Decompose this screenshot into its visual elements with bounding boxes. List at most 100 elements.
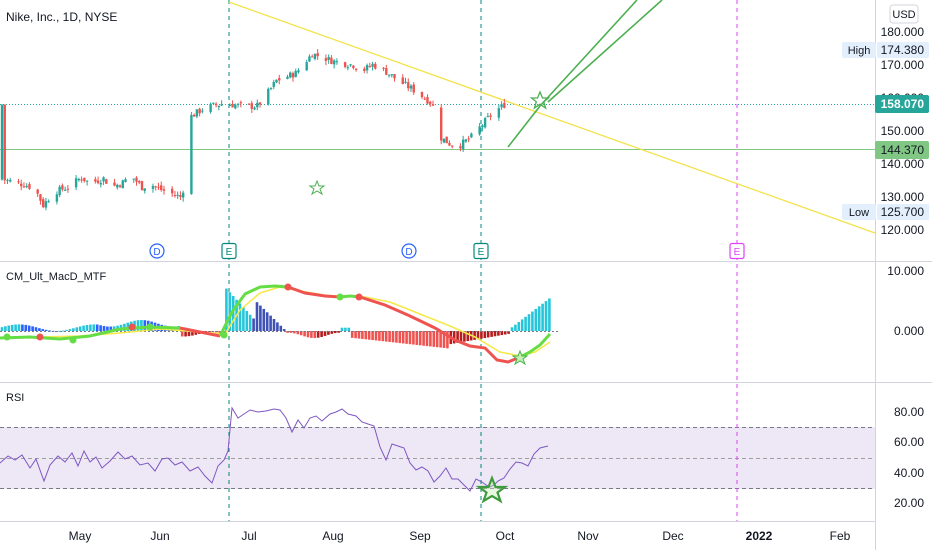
candle-body[interactable] [217, 105, 221, 108]
candle-body[interactable] [6, 179, 9, 181]
event-marker-earnings-upcoming[interactable]: E [729, 242, 745, 260]
rsi-line[interactable] [0, 406, 549, 492]
candle-body[interactable] [80, 179, 83, 181]
candle-body[interactable] [170, 188, 174, 194]
candle-body[interactable] [160, 185, 163, 191]
candle-body[interactable] [3, 104, 6, 181]
macd-histogram[interactable] [0, 288, 551, 349]
candle-body[interactable] [470, 133, 473, 138]
candle-body[interactable] [77, 179, 81, 181]
candle-body[interactable] [116, 184, 119, 188]
candle-body[interactable] [409, 85, 413, 89]
candle-body[interactable] [41, 199, 45, 208]
candle-body[interactable] [387, 74, 391, 76]
candle-body[interactable] [407, 82, 410, 89]
candle-body[interactable] [382, 67, 385, 69]
candle-body[interactable] [478, 126, 481, 135]
candle-body[interactable] [44, 201, 48, 208]
candle-body[interactable] [324, 58, 328, 61]
event-marker-dividend-2[interactable]: D [401, 243, 417, 259]
candle-body[interactable] [121, 180, 124, 189]
candle-body[interactable] [181, 192, 185, 198]
candle-body[interactable] [305, 62, 308, 71]
candle-body[interactable] [234, 104, 237, 109]
candle-body[interactable] [151, 185, 155, 189]
candle-body[interactable] [461, 139, 465, 150]
candle-body[interactable] [85, 180, 89, 182]
candle-body[interactable] [179, 195, 182, 197]
candle-body[interactable] [412, 84, 415, 93]
candle-body[interactable] [346, 67, 350, 69]
macd-line-green-segment-2[interactable] [218, 284, 289, 337]
candle-body[interactable] [55, 194, 59, 202]
descending-trendline[interactable] [228, 1, 876, 234]
candle-body[interactable] [420, 91, 424, 98]
candle-body[interactable] [289, 72, 292, 78]
candle-body[interactable] [195, 109, 199, 117]
candle-body[interactable] [343, 62, 347, 67]
candle-body[interactable] [497, 108, 501, 118]
candle-body[interactable] [352, 65, 355, 69]
candle-body[interactable] [256, 102, 259, 108]
macd-line-red-segment-3[interactable] [359, 295, 519, 364]
candle-body[interactable] [365, 65, 369, 71]
candle-body[interactable] [20, 183, 23, 187]
candle-body[interactable] [214, 103, 218, 106]
candle-body[interactable] [486, 116, 490, 118]
candle-body[interactable] [404, 81, 407, 83]
candle-body[interactable] [247, 103, 251, 105]
candle-body[interactable] [442, 138, 446, 143]
candle-body[interactable] [105, 179, 108, 184]
candle-body[interactable] [267, 88, 270, 105]
candle-body[interactable] [272, 82, 275, 87]
candle-body[interactable] [113, 182, 116, 186]
candle-body[interactable] [363, 68, 366, 71]
currency-badge[interactable]: USD [889, 4, 919, 24]
candle-body[interactable] [258, 102, 262, 105]
candle-body[interactable] [368, 66, 372, 68]
candle-body[interactable] [291, 73, 295, 78]
macd-line-red-segment-2[interactable] [287, 285, 341, 299]
candle-body[interactable] [440, 107, 443, 141]
candle-body[interactable] [124, 179, 127, 183]
macd-line-red-segment-1[interactable] [179, 326, 221, 338]
event-marker-earnings-2[interactable]: E [473, 242, 489, 260]
candle-body[interactable] [393, 74, 396, 79]
candle-body[interactable] [138, 181, 141, 183]
candle-body[interactable] [431, 104, 435, 106]
candle-body[interactable] [448, 142, 451, 146]
candlestick-series[interactable] [0, 49, 506, 211]
candle-body[interactable] [25, 186, 28, 188]
candle-body[interactable] [371, 63, 374, 67]
candle-body[interactable] [61, 185, 64, 190]
candle-body[interactable] [190, 114, 193, 195]
channel-upper-drawing[interactable] [547, 0, 663, 103]
candle-body[interactable] [316, 53, 319, 57]
candle-body[interactable] [269, 87, 273, 89]
candle-body[interactable] [36, 189, 39, 194]
candle-body[interactable] [308, 56, 311, 62]
candle-body[interactable] [176, 194, 179, 196]
candle-body[interactable] [327, 56, 330, 60]
candle-body[interactable] [58, 186, 61, 196]
candle-body[interactable] [253, 107, 256, 110]
candle-body[interactable] [154, 186, 157, 188]
candle-body[interactable] [9, 180, 12, 182]
candle-body[interactable] [231, 104, 234, 108]
candle-body[interactable] [201, 110, 204, 112]
candle-body[interactable] [63, 189, 67, 191]
candle-body[interactable] [47, 201, 50, 203]
event-marker-dividend-1[interactable]: D [149, 243, 165, 259]
candle-body[interactable] [28, 184, 31, 189]
candle-body[interactable] [481, 125, 484, 128]
candle-body[interactable] [209, 103, 212, 112]
candle-body[interactable] [354, 68, 358, 70]
candle-body[interactable] [0, 104, 4, 180]
candle-body[interactable] [297, 70, 300, 73]
candle-body[interactable] [236, 103, 240, 105]
candle-body[interactable] [239, 102, 243, 104]
candle-body[interactable] [143, 188, 146, 191]
candle-body[interactable] [96, 180, 100, 184]
candle-body[interactable] [250, 103, 253, 109]
candle-body[interactable] [17, 181, 20, 183]
